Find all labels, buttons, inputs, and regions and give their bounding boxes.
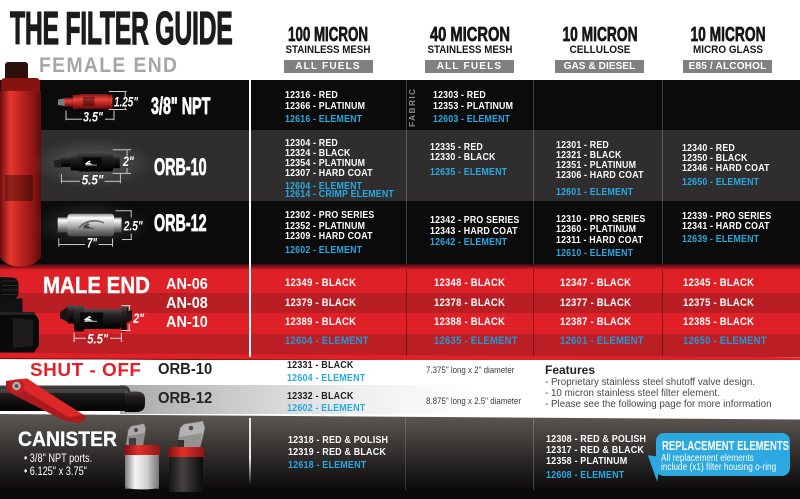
svg-text:7": 7": [87, 236, 97, 251]
svg-text:5.5": 5.5": [87, 332, 108, 347]
svg-text:2": 2": [132, 311, 144, 326]
svg-text:3.5": 3.5": [83, 110, 103, 125]
svg-text:2.5": 2.5": [123, 219, 143, 234]
svg-text:2": 2": [122, 154, 134, 169]
svg-text:5.5": 5.5": [82, 173, 104, 188]
svg-text:1.25": 1.25": [114, 95, 138, 110]
